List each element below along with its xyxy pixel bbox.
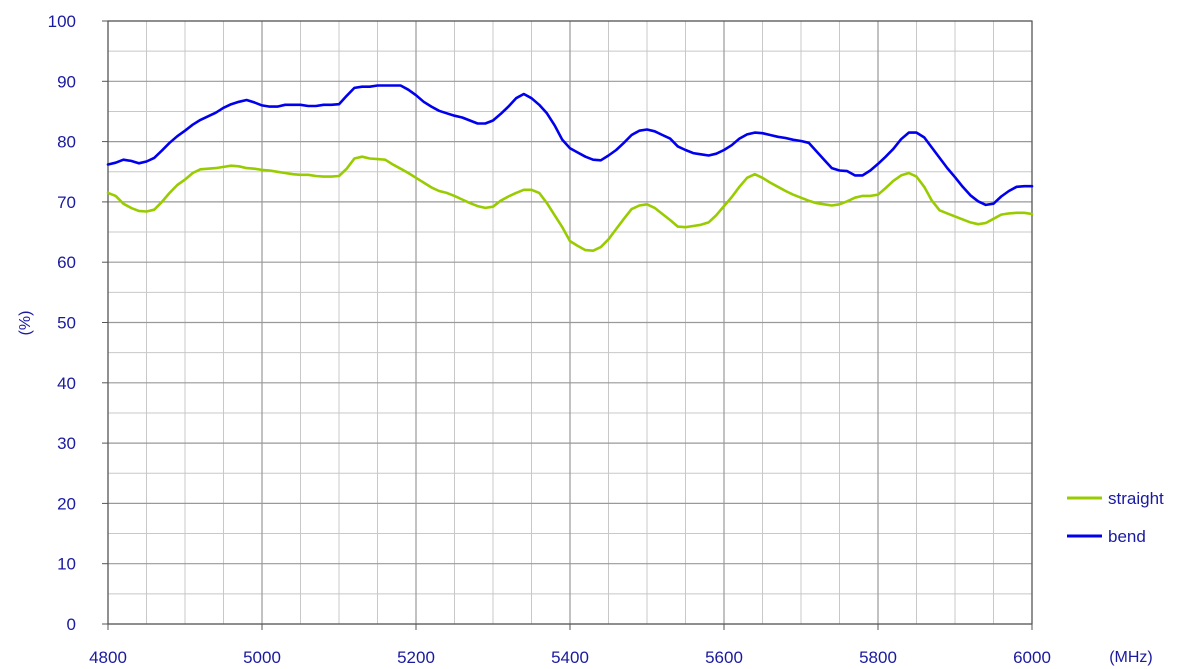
y-tick-label: 20 <box>57 494 76 513</box>
legend-label-straight: straight <box>1108 489 1164 508</box>
y-tick-label: 80 <box>57 133 76 152</box>
y-tick-label: 70 <box>57 193 76 212</box>
x-tick-label: 6000 <box>1013 648 1051 667</box>
x-tick-label: 5400 <box>551 648 589 667</box>
legend: straight bend <box>1067 489 1164 546</box>
y-axis-ticks: 0 10 20 30 40 50 60 70 80 90 100 <box>48 12 108 634</box>
x-axis-label: (MHz) <box>1109 649 1153 666</box>
y-tick-label: 30 <box>57 434 76 453</box>
y-tick-label: 60 <box>57 253 76 272</box>
y-tick-label: 0 <box>67 615 76 634</box>
y-tick-label: 40 <box>57 374 76 393</box>
x-tick-label: 5800 <box>859 648 897 667</box>
x-tick-label: 4800 <box>89 648 127 667</box>
y-tick-label: 50 <box>57 314 76 333</box>
y-tick-label: 100 <box>48 12 76 31</box>
x-tick-label: 5000 <box>243 648 281 667</box>
series-line-straight <box>106 155 1034 252</box>
series-lines <box>106 84 1034 252</box>
x-tick-label: 5600 <box>705 648 743 667</box>
x-axis-ticks: 4800 5000 5200 5400 5600 5800 6000 <box>89 624 1051 667</box>
y-tick-label: 90 <box>57 72 76 91</box>
y-axis-label: (%) <box>17 311 34 336</box>
x-tick-label: 5200 <box>397 648 435 667</box>
series-line-bend <box>106 84 1034 207</box>
y-tick-label: 10 <box>57 555 76 574</box>
legend-label-bend: bend <box>1108 527 1146 546</box>
